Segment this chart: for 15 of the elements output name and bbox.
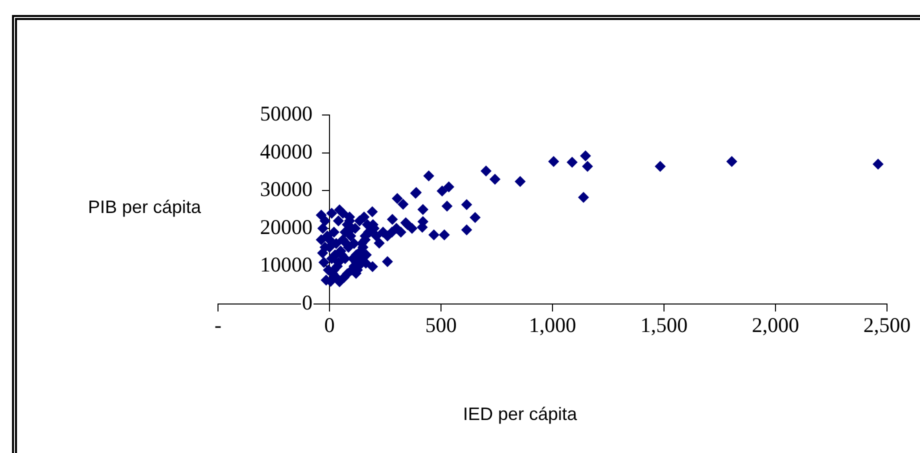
x-tick-label: 1,500 bbox=[640, 313, 688, 338]
y-tick-label: 50000 bbox=[260, 102, 312, 126]
y-tick-label: 20000 bbox=[260, 214, 312, 239]
x-tick-label: 2,000 bbox=[752, 313, 800, 338]
x-tick-label: - bbox=[214, 313, 222, 338]
x-tick-label: 500 bbox=[425, 313, 457, 338]
x-axis-title: IED per cápita bbox=[462, 404, 578, 425]
y-axis-title: PIB per cápita bbox=[88, 197, 202, 218]
y-tick-label: 40000 bbox=[260, 139, 312, 164]
x-tick-label: 0 bbox=[324, 313, 335, 338]
x-tick-label: 1,000 bbox=[528, 313, 576, 338]
x-tick-label: 2,500 bbox=[863, 313, 911, 338]
y-tick-label: 10000 bbox=[260, 252, 312, 277]
y-tick-label: 30000 bbox=[260, 177, 312, 202]
y-tick-label: 0 bbox=[302, 290, 312, 315]
